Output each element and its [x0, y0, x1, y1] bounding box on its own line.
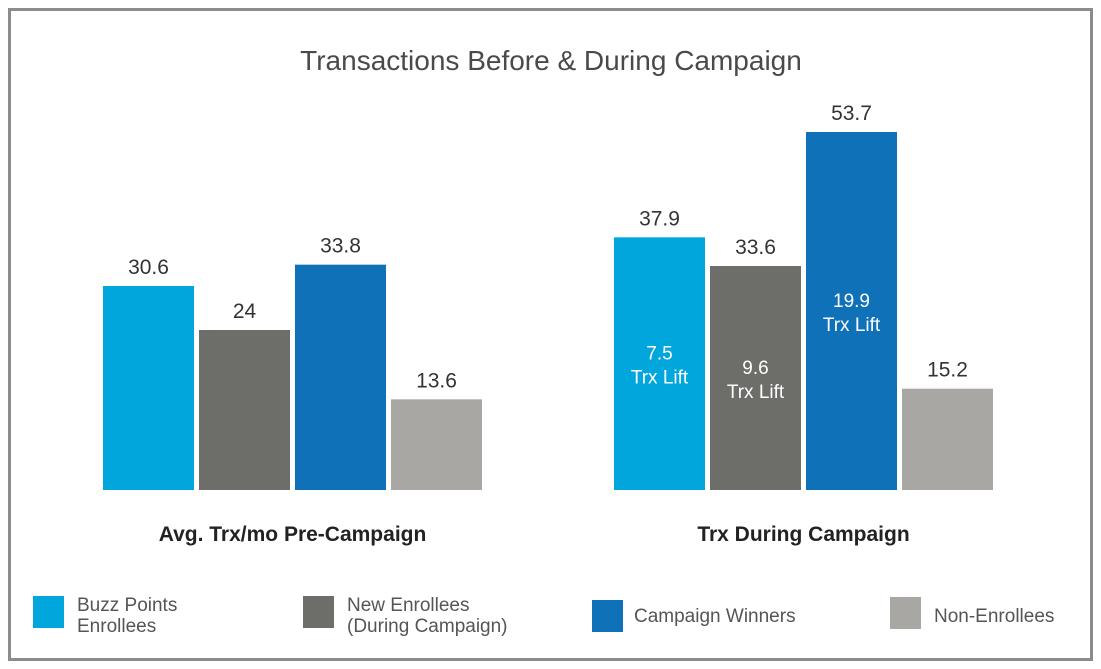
legend-swatch-1: [303, 596, 334, 628]
lift-value-0: 7.5: [646, 344, 672, 365]
legend-label-2-0: Campaign Winners: [634, 606, 796, 627]
category-label-0: Avg. Trx/mo Pre-Campaign: [159, 523, 427, 546]
bar-1-3: [902, 388, 993, 490]
legend-label-1-0: New Enrollees: [347, 595, 470, 616]
data-label-0-2: 33.8: [320, 235, 361, 258]
category-label-1: Trx During Campaign: [697, 523, 909, 546]
bar-0-0: [103, 286, 194, 490]
bar-0-3: [391, 399, 482, 490]
legend-swatch-3: [890, 597, 921, 629]
bar-1-2: [806, 132, 897, 490]
bar-0-1: [199, 330, 290, 490]
lift-label-2: Trx Lift: [823, 315, 881, 336]
lift-label-1: Trx Lift: [727, 382, 785, 403]
bars-layer: [103, 132, 993, 490]
data-label-1-0: 37.9: [639, 207, 680, 230]
data-label-0-3: 13.6: [416, 369, 457, 392]
data-label-1-2: 53.7: [831, 102, 872, 125]
bar-0-2: [295, 264, 386, 490]
lift-label-0: Trx Lift: [631, 368, 689, 389]
legend-swatch-2: [592, 600, 623, 632]
data-label-0-1: 24: [233, 300, 257, 323]
data-label-1-3: 15.2: [927, 359, 968, 382]
lift-value-1: 9.6: [742, 358, 768, 379]
legend-label-0-0: Buzz Points: [77, 595, 177, 616]
legend-label-0-1: Enrollees: [77, 616, 156, 637]
legend-label-3-0: Non-Enrollees: [934, 606, 1054, 627]
bar-1-0: [614, 237, 705, 490]
legend-label-1-1: (During Campaign): [347, 616, 508, 637]
legend-swatch-0: [33, 596, 64, 628]
data-label-1-1: 33.6: [735, 236, 776, 259]
labels-layer: 30.6 24 33.8 13.6 Avg. Trx/mo Pre-Campaign 37…: [128, 102, 968, 546]
data-label-0-0: 30.6: [128, 256, 169, 279]
bar-1-1: [710, 266, 801, 490]
chart-title: Transactions Before & During Campaign: [300, 45, 802, 76]
lift-value-2: 19.9: [833, 291, 870, 312]
